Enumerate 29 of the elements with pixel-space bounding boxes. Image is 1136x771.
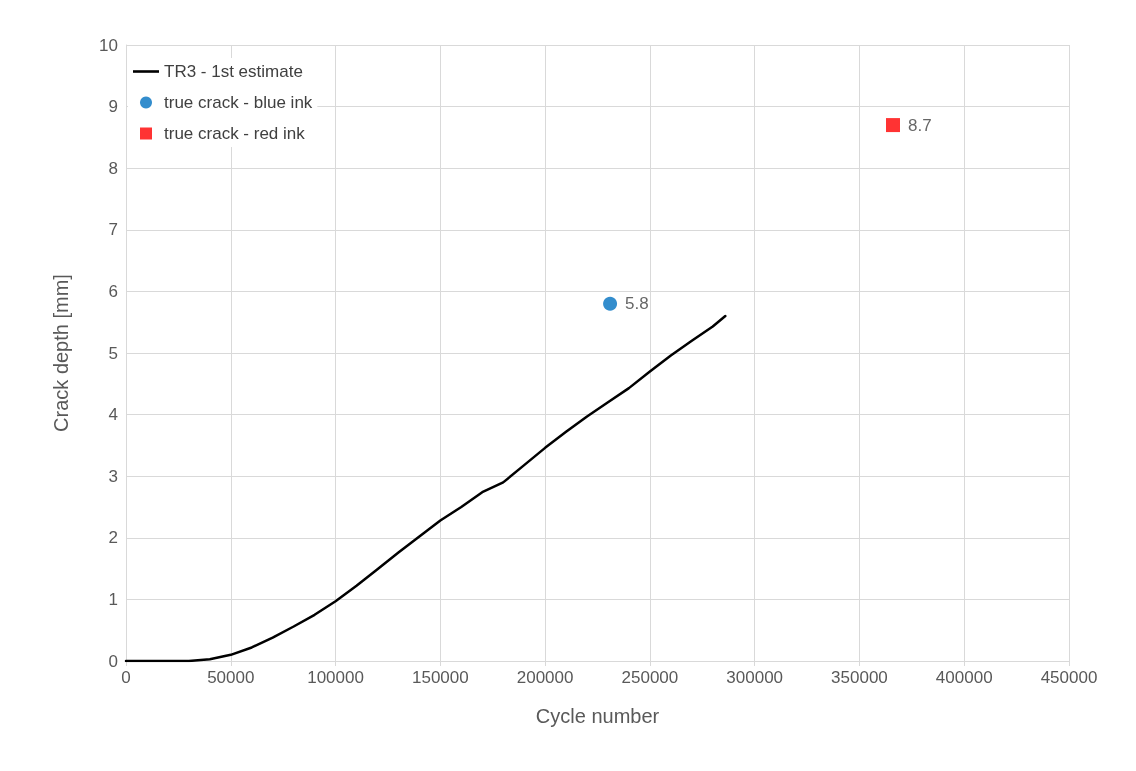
data-label: 5.8 xyxy=(625,294,649,314)
data-label: 8.7 xyxy=(907,115,932,135)
x-axis-title: Cycle number xyxy=(535,705,660,727)
legend-label: true crack - red ink xyxy=(164,124,306,143)
legend-label: true crack - blue ink xyxy=(164,93,313,112)
x-tick-label: 300000 xyxy=(726,668,784,687)
legend-label: TR3 - 1st estimate xyxy=(164,62,303,81)
x-tick-label: 0 xyxy=(121,668,131,687)
y-axis-title: Crack depth [mm] xyxy=(50,274,72,432)
y-tick-label: 9 xyxy=(108,97,118,117)
y-tick-label: 7 xyxy=(108,220,118,240)
x-tick-label: 250000 xyxy=(621,668,679,687)
y-tick-label: 4 xyxy=(108,405,118,425)
x-tick-label: 450000 xyxy=(1040,668,1098,687)
x-tick-label: 200000 xyxy=(516,668,574,687)
y-tick-label: 6 xyxy=(108,281,118,301)
y-tick-label: 1 xyxy=(108,589,118,609)
y-tick-label: 2 xyxy=(108,528,118,548)
x-tick-label: 100000 xyxy=(307,668,364,687)
y-tick-label: 0 xyxy=(108,651,118,671)
y-tick-label: 8 xyxy=(108,158,118,178)
y-tick-label: 3 xyxy=(108,466,118,486)
y-tick-label: 10 xyxy=(99,35,118,55)
x-tick-label: 150000 xyxy=(411,668,469,687)
y-tick-label: 5 xyxy=(108,343,118,363)
x-tick-label: 400000 xyxy=(935,668,993,687)
x-tick-label: 50000 xyxy=(207,668,255,687)
line-series xyxy=(124,314,727,663)
x-tick-label: 350000 xyxy=(831,668,888,687)
